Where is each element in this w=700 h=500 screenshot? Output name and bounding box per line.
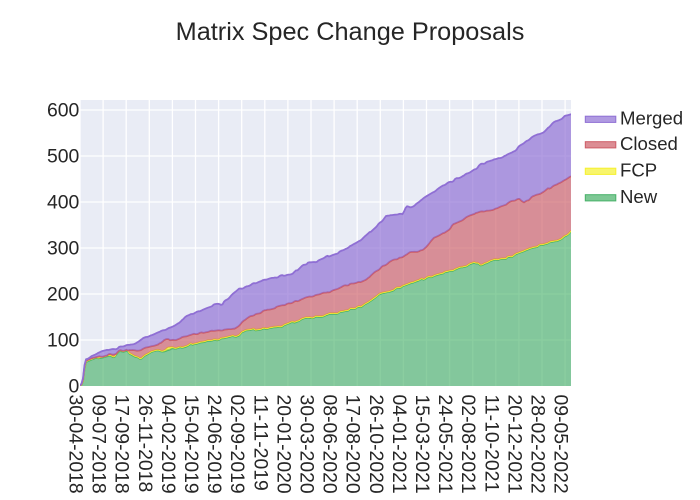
svg-text:New: New <box>620 186 658 207</box>
svg-text:600: 600 <box>47 100 80 122</box>
svg-text:09-05-2022: 09-05-2022 <box>550 395 572 494</box>
svg-text:30-03-2020: 30-03-2020 <box>296 395 318 494</box>
svg-text:11-11-2019: 11-11-2019 <box>249 395 271 491</box>
svg-text:26-11-2018: 26-11-2018 <box>134 395 156 493</box>
svg-text:09-07-2018: 09-07-2018 <box>88 395 110 494</box>
svg-text:02-09-2019: 02-09-2019 <box>226 395 248 494</box>
svg-text:24-06-2019: 24-06-2019 <box>203 395 225 494</box>
svg-text:11-10-2021: 11-10-2021 <box>480 395 502 493</box>
svg-text:04-02-2019: 04-02-2019 <box>157 395 179 494</box>
svg-text:Merged: Merged <box>620 108 683 129</box>
svg-text:500: 500 <box>47 146 80 168</box>
svg-text:02-08-2021: 02-08-2021 <box>457 395 479 494</box>
svg-text:24-05-2021: 24-05-2021 <box>434 395 456 494</box>
svg-text:15-04-2019: 15-04-2019 <box>180 395 202 494</box>
svg-text:300: 300 <box>47 238 80 260</box>
svg-text:17-08-2020: 17-08-2020 <box>342 395 364 494</box>
svg-text:FCP: FCP <box>620 160 657 181</box>
svg-text:28-02-2022: 28-02-2022 <box>527 395 549 494</box>
svg-text:15-03-2021: 15-03-2021 <box>411 395 433 494</box>
svg-text:26-10-2020: 26-10-2020 <box>365 395 387 494</box>
svg-text:20-12-2021: 20-12-2021 <box>503 395 525 494</box>
svg-text:17-09-2018: 17-09-2018 <box>111 395 133 494</box>
svg-text:Matrix Spec Change Proposals: Matrix Spec Change Proposals <box>176 18 525 46</box>
svg-text:30-04-2018: 30-04-2018 <box>65 395 87 494</box>
svg-text:04-01-2021: 04-01-2021 <box>388 395 410 494</box>
svg-text:20-01-2020: 20-01-2020 <box>272 395 294 494</box>
svg-text:Closed: Closed <box>620 133 678 154</box>
svg-text:200: 200 <box>47 284 80 306</box>
svg-text:100: 100 <box>47 330 80 352</box>
svg-text:0: 0 <box>69 376 80 398</box>
svg-text:400: 400 <box>47 192 80 214</box>
svg-text:08-06-2020: 08-06-2020 <box>319 395 341 494</box>
